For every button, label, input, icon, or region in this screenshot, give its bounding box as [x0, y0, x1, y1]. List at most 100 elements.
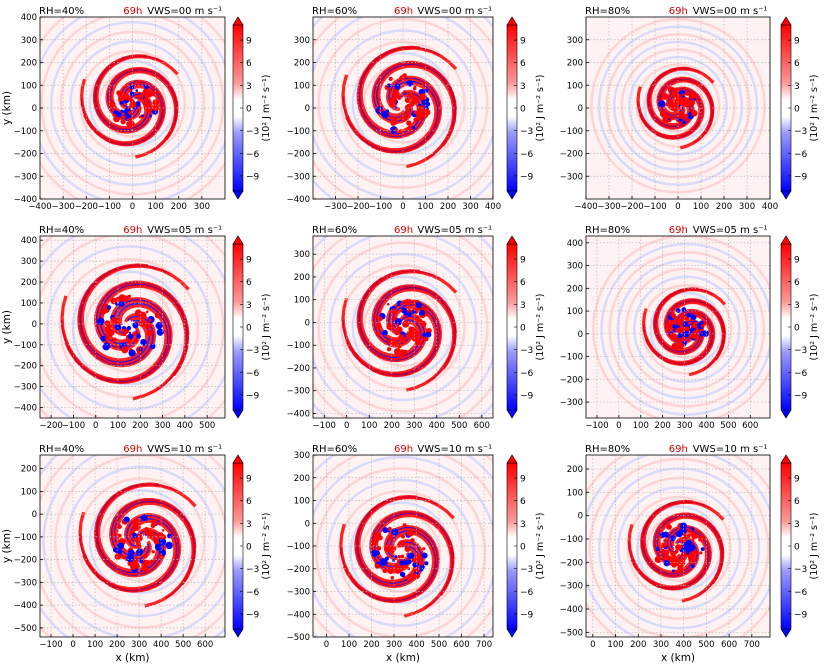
core-cell [412, 96, 419, 104]
y-tick-label: −300 [560, 398, 583, 408]
colorbar-tick-label: −6 [520, 588, 534, 598]
colorbar-label: (10² J m⁻² s⁻¹) [809, 512, 820, 579]
y-tick-label: 100 [567, 488, 583, 498]
core-cell [413, 117, 419, 123]
core-cell [139, 559, 144, 564]
rh-label: RH=80% [585, 444, 630, 455]
core-cell [111, 317, 116, 322]
core-cell [144, 526, 149, 531]
time-label: 69h [669, 225, 688, 236]
colorbar: 9 6 3 0 −3 −6 −9 (10² J m⁻² s⁻¹) [232, 454, 272, 638]
core-cell [126, 121, 132, 127]
colorbar-tick-label: −6 [246, 150, 260, 160]
core-cell [412, 86, 417, 91]
core-cell [114, 337, 117, 341]
wave-ring [77, 477, 206, 606]
colorbar-tick-label: 3 [794, 301, 800, 311]
y-tick-label: 200 [567, 465, 583, 475]
core-cell [136, 565, 141, 569]
core-cell [394, 128, 399, 132]
wave-ring [328, 29, 478, 178]
core-cell [403, 559, 410, 566]
core-cell [405, 98, 410, 104]
x-tick-label: 0 [344, 421, 349, 431]
core-cell [422, 108, 430, 116]
core-cell [140, 338, 147, 346]
rh-label: RH=40% [39, 444, 84, 455]
core-cell [412, 562, 418, 568]
x-tick-label: 600 [721, 640, 737, 650]
core-cell [682, 330, 690, 338]
time-label: 69h [669, 444, 688, 455]
colorbar-tick-label: 0 [794, 105, 800, 115]
core-cell [406, 120, 412, 126]
y-tick-label: −200 [14, 150, 37, 160]
core-cell [662, 549, 669, 557]
x-tick-label: 600 [197, 640, 213, 650]
core-cell [136, 548, 143, 556]
time-label: 69h [394, 444, 413, 455]
time-label: 69h [123, 225, 142, 236]
core-cell [664, 119, 669, 123]
wave-ring [40, 17, 225, 196]
core-cell [105, 335, 111, 341]
x-axis-label: x (km) [661, 652, 695, 664]
colorbar: 9 6 3 0 −3 −6 −9 (10² J m⁻² s⁻¹) [506, 16, 546, 200]
colorbar-tick-label: −3 [520, 127, 533, 137]
x-tick-label: 300 [462, 202, 478, 212]
x-axis-label: x (km) [386, 652, 420, 664]
core-cell [388, 76, 393, 81]
wave-ring [317, 241, 489, 413]
colorbar-min-arrow [780, 190, 792, 200]
x-tick-label: −300 [597, 202, 620, 212]
time-label: 69h [123, 444, 142, 455]
x-tick-label: 100 [148, 202, 164, 212]
core-cell [377, 535, 383, 541]
y-tick-label: 0 [578, 512, 583, 522]
y-tick-label: −300 [287, 172, 310, 182]
grid [40, 455, 225, 637]
rh-label: RH=40% [39, 6, 84, 17]
colorbar-tick-label: −6 [246, 369, 260, 379]
y-tick-label: 200 [294, 474, 310, 484]
x-tick-label: 0 [400, 202, 405, 212]
colorbar-tick-label: −3 [520, 346, 533, 356]
core-cell [407, 552, 415, 560]
heatmap-field [40, 17, 225, 199]
colorbar-max-arrow [506, 235, 518, 245]
x-tick-label: 400 [762, 202, 778, 212]
colorbar-tick-label: −6 [520, 150, 534, 160]
x-tick-label: 400 [177, 421, 193, 431]
x-tick-label: 300 [154, 421, 170, 431]
spiral-band [648, 67, 715, 127]
core-cell [128, 549, 135, 556]
core-cell [102, 342, 110, 351]
y-tick-label: −200 [287, 565, 310, 575]
core-cell [390, 575, 395, 580]
core-cell [114, 553, 122, 560]
core-cell [424, 101, 431, 108]
colorbar-label: (10² J m⁻² s⁻¹) [535, 512, 546, 579]
panel-3: −400 −300 −200 −100 0 100 200 300 4003002001000−… [560, 6, 820, 212]
core-cell [127, 294, 132, 298]
colorbar-tick-label: 9 [520, 256, 526, 266]
x-tick-label: 200 [132, 421, 148, 431]
core-cell [165, 541, 173, 550]
core-cell [120, 119, 126, 125]
core-cell [669, 535, 676, 542]
core-cell [400, 534, 405, 539]
x-tick-label: −200 [39, 421, 62, 431]
core-cell [690, 345, 694, 349]
core-cell [127, 539, 132, 543]
x-tick-label: 400 [698, 421, 714, 431]
core-cell [672, 324, 677, 329]
y-tick-label: 0 [32, 510, 37, 520]
colorbar-tick-label: 6 [246, 497, 252, 507]
core-cell [400, 302, 404, 306]
core-cell [691, 564, 695, 569]
x-tick-label: 600 [742, 421, 758, 431]
y-tick-label: 200 [567, 59, 583, 69]
rh-label: RH=80% [585, 225, 630, 236]
core-cell [670, 312, 676, 318]
core-cell [681, 307, 687, 313]
